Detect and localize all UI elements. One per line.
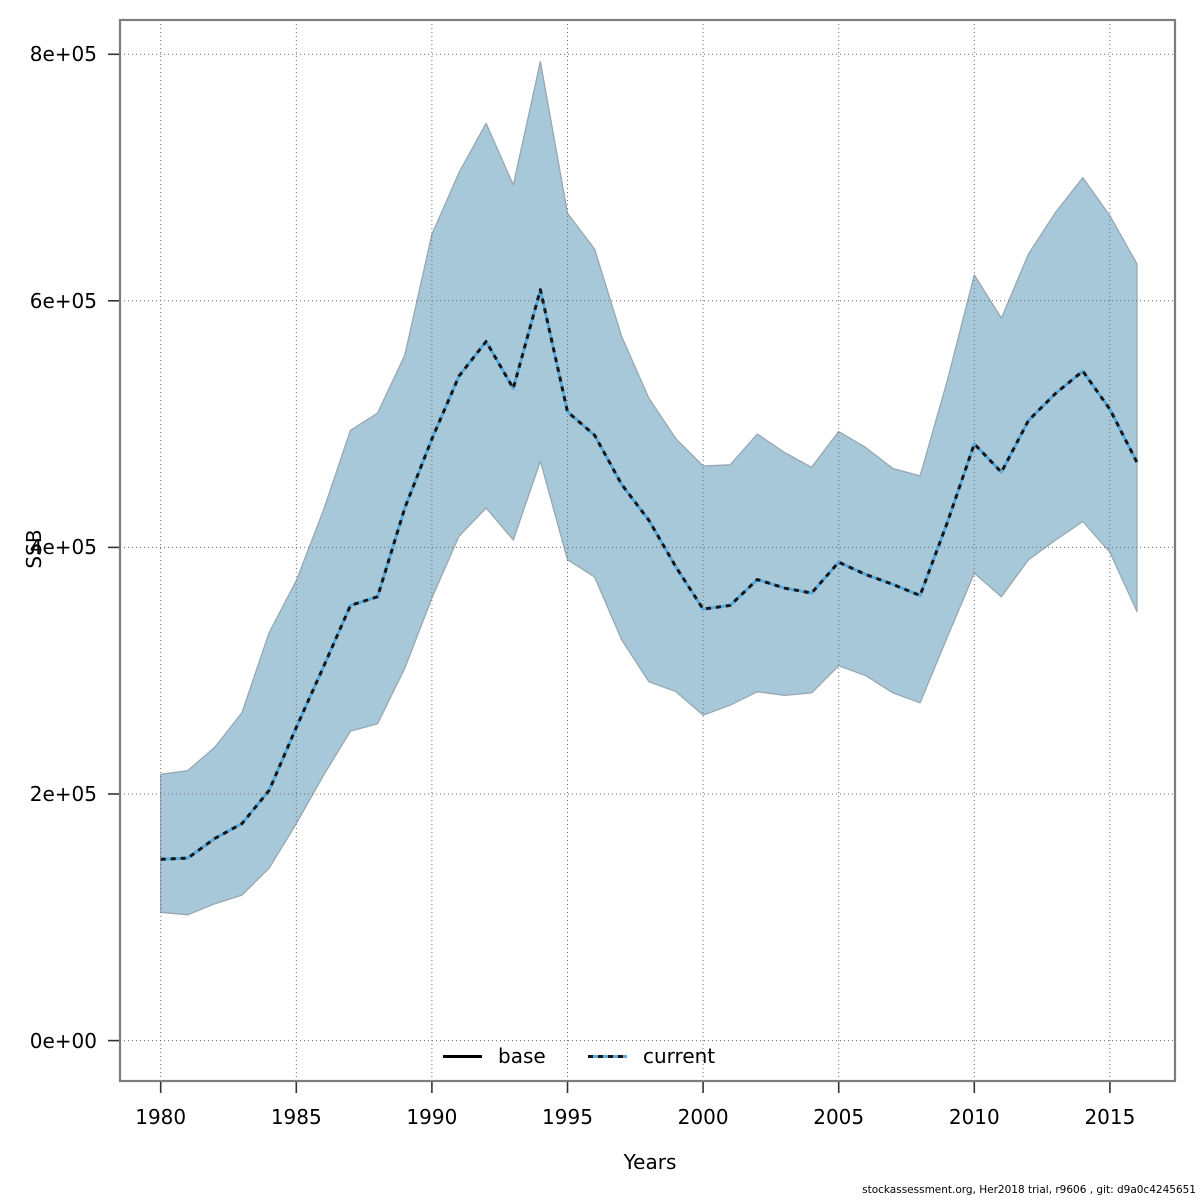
x-tick-label: 1985 [270,1105,322,1129]
x-tick-label: 1990 [406,1105,458,1129]
legend-label-current: current [643,1044,716,1068]
y-tick-label: 4e+05 [29,535,97,560]
panel-border [118,18,1177,1083]
legend-label-base: base [498,1044,546,1068]
legend-item-current: current [588,1044,715,1068]
x-tick-label: 2005 [813,1105,865,1129]
x-tick-label: 1995 [542,1105,593,1129]
y-tick-label: 2e+05 [29,781,97,806]
x-tick-label: 1980 [135,1105,187,1129]
y-tick-label: 0e+00 [29,1028,97,1053]
x-tick-label: 2000 [677,1105,729,1129]
y-tick-label: 6e+05 [29,288,97,313]
x-axis-title: Years [623,1150,677,1174]
legend-item-base: base [443,1044,546,1068]
y-axis-title: SSB [22,529,46,569]
base-line-sample-icon [443,1054,482,1058]
footer-attribution: stockassessment.org, Her2018 trial, r960… [862,1184,1196,1196]
current-line-sample-icon [588,1054,627,1058]
confidence-band [160,61,1138,916]
x-tick-label: 2015 [1084,1105,1136,1129]
y-tick-label: 8e+05 [29,42,97,67]
current-line-dotted [160,288,1139,861]
x-tick-label: 2010 [948,1105,1000,1129]
